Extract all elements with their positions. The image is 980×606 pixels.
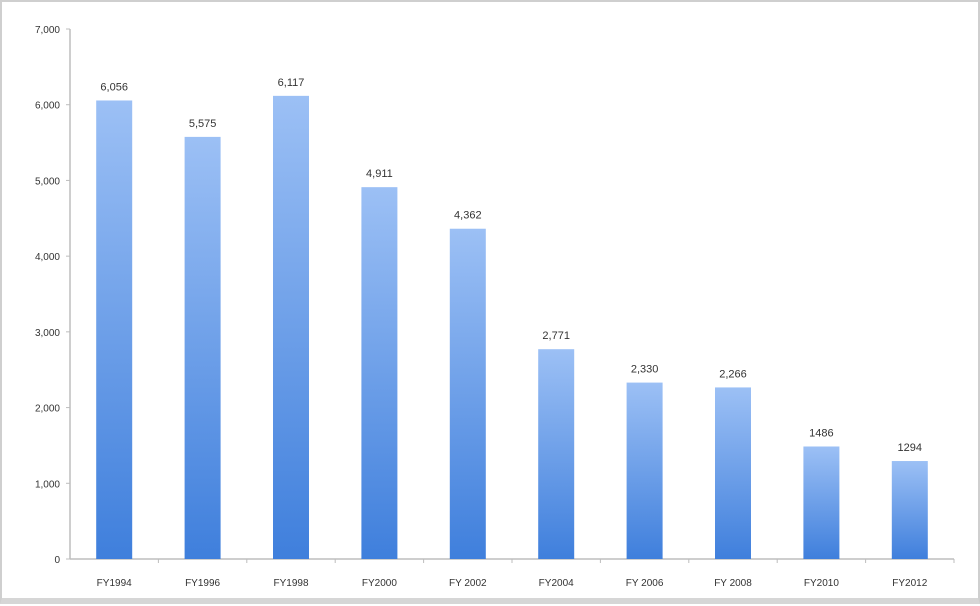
bar bbox=[715, 387, 751, 559]
x-tick-label: FY2004 bbox=[539, 578, 574, 589]
x-tick-label: FY2000 bbox=[362, 578, 397, 589]
x-tick-label: FY 2006 bbox=[626, 578, 664, 589]
y-tick-label: 4,000 bbox=[35, 252, 60, 263]
x-tick-label: FY 2008 bbox=[714, 578, 752, 589]
data-label: 2,266 bbox=[719, 368, 747, 380]
y-tick-label: 1,000 bbox=[35, 479, 60, 490]
x-tick-label: FY1994 bbox=[97, 578, 132, 589]
bar bbox=[626, 382, 663, 559]
data-label: 1294 bbox=[898, 442, 922, 454]
bar bbox=[891, 461, 928, 559]
data-label: 1486 bbox=[809, 427, 833, 439]
bar bbox=[96, 100, 133, 559]
bar bbox=[184, 136, 221, 559]
bar bbox=[361, 187, 398, 559]
y-tick-label: 3,000 bbox=[35, 328, 60, 339]
data-label: 6,056 bbox=[100, 81, 128, 93]
x-tick-label: FY1996 bbox=[185, 578, 220, 589]
y-tick-label: 2,000 bbox=[35, 404, 60, 415]
bar bbox=[538, 349, 575, 559]
y-tick-label: 0 bbox=[54, 555, 60, 566]
data-label: 4,911 bbox=[366, 168, 393, 180]
x-tick-label: FY2010 bbox=[804, 578, 839, 589]
x-tick-label: FY1998 bbox=[273, 578, 308, 589]
bar bbox=[449, 228, 486, 559]
data-label: 2,771 bbox=[542, 330, 570, 342]
data-label: 4,362 bbox=[454, 210, 482, 222]
x-tick-label: FY 2002 bbox=[449, 578, 487, 589]
bar bbox=[273, 95, 309, 559]
y-tick-label: 5,000 bbox=[35, 176, 60, 187]
y-tick-label: 7,000 bbox=[35, 25, 60, 36]
bar bbox=[803, 446, 840, 559]
data-label: 5,575 bbox=[189, 118, 217, 130]
x-tick-label: FY2012 bbox=[892, 578, 927, 589]
data-label: 2,330 bbox=[631, 364, 659, 376]
y-tick-label: 6,000 bbox=[35, 101, 60, 112]
data-label: 6,117 bbox=[278, 77, 305, 89]
